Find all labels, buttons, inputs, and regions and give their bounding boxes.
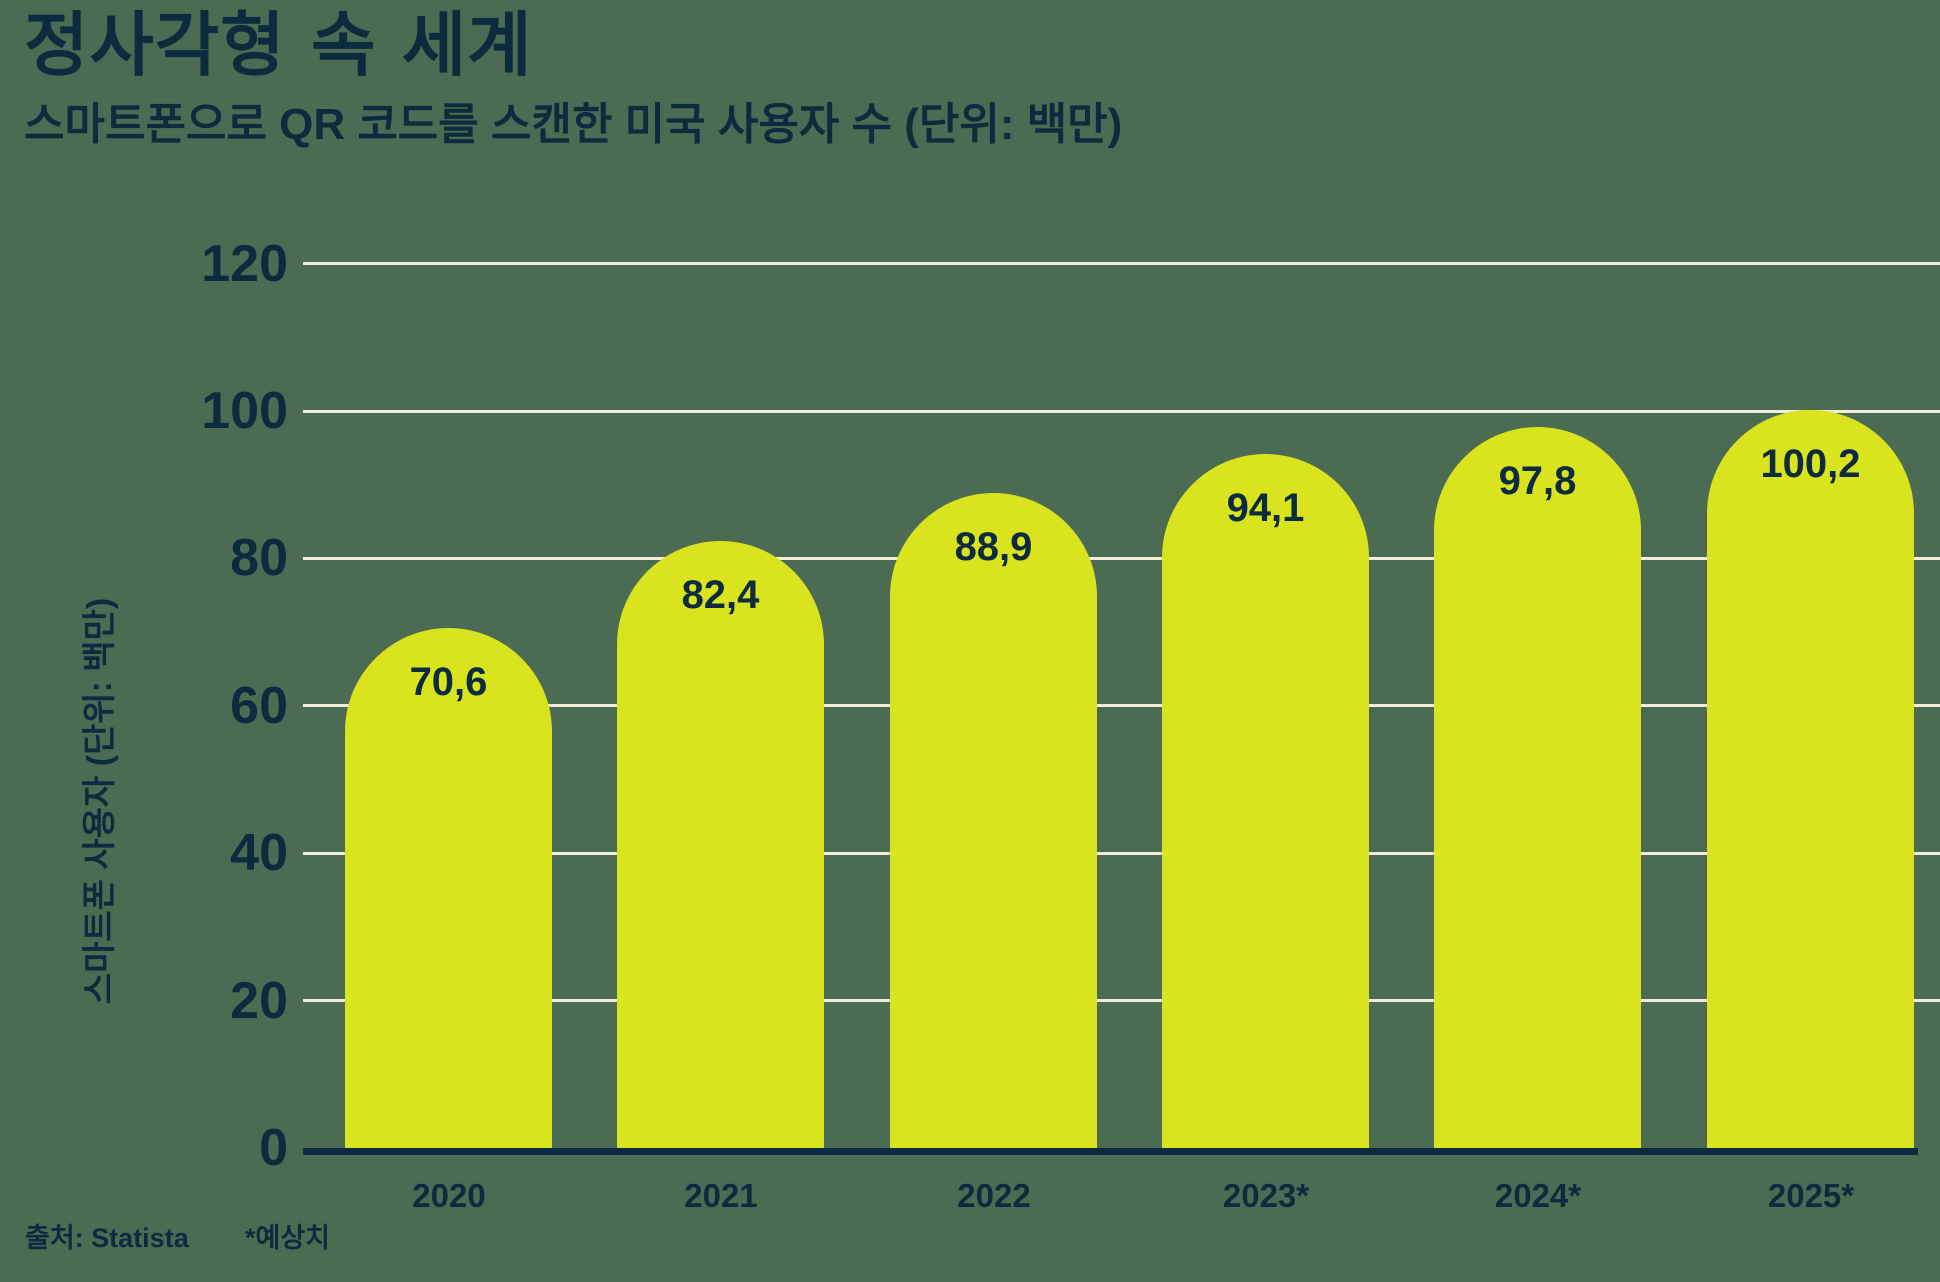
bar-value-label: 97,8 [1498,459,1577,503]
bar-value-label: 100,2 [1760,442,1861,486]
gridline-60 [303,704,1940,707]
bar-value-label: 94,1 [1226,486,1305,530]
gridline-100 [303,410,1940,413]
chart-subtitle: 스마트폰으로 QR 코드를 스캔한 미국 사용자 수 (단위: 백만) [24,100,1123,149]
x-axis-label: 2020 [412,1177,486,1214]
y-tick-label-40: 40 [230,824,288,882]
bar-2025* [1707,410,1914,1148]
bar-2024* [1434,427,1641,1148]
bar-value-label: 82,4 [681,573,760,617]
y-tick-label-20: 20 [230,972,288,1030]
page-title: 정사각형 속 세계 [24,3,533,86]
y-tick-label-80: 80 [230,529,288,587]
x-axis-label: 2025* [1767,1177,1855,1214]
y-tick-label-120: 120 [201,235,288,293]
footnote-label: *예상치 [245,1223,331,1253]
gridline-80 [303,557,1940,560]
bar-value-label: 70,6 [409,660,488,704]
bar-2021 [617,541,824,1148]
gridline-40 [303,852,1940,855]
x-axis-label: 2023* [1222,1177,1310,1214]
y-tick-label-0: 0 [259,1119,288,1177]
bar-2020 [345,628,552,1148]
x-axis-label: 2022 [957,1177,1031,1214]
bar-2022 [890,493,1097,1148]
bar-value-label: 88,9 [954,525,1033,569]
y-tick-label-100: 100 [201,382,288,440]
gridline-20 [303,999,1940,1002]
gridline-120 [303,262,1940,265]
bar-2023* [1162,454,1369,1148]
source-label: 출처: Statista [25,1223,189,1253]
x-axis-label: 2021 [684,1177,758,1214]
x-axis-line [303,1148,1918,1155]
x-axis-label: 2024* [1494,1177,1582,1214]
y-tick-label-60: 60 [230,677,288,735]
